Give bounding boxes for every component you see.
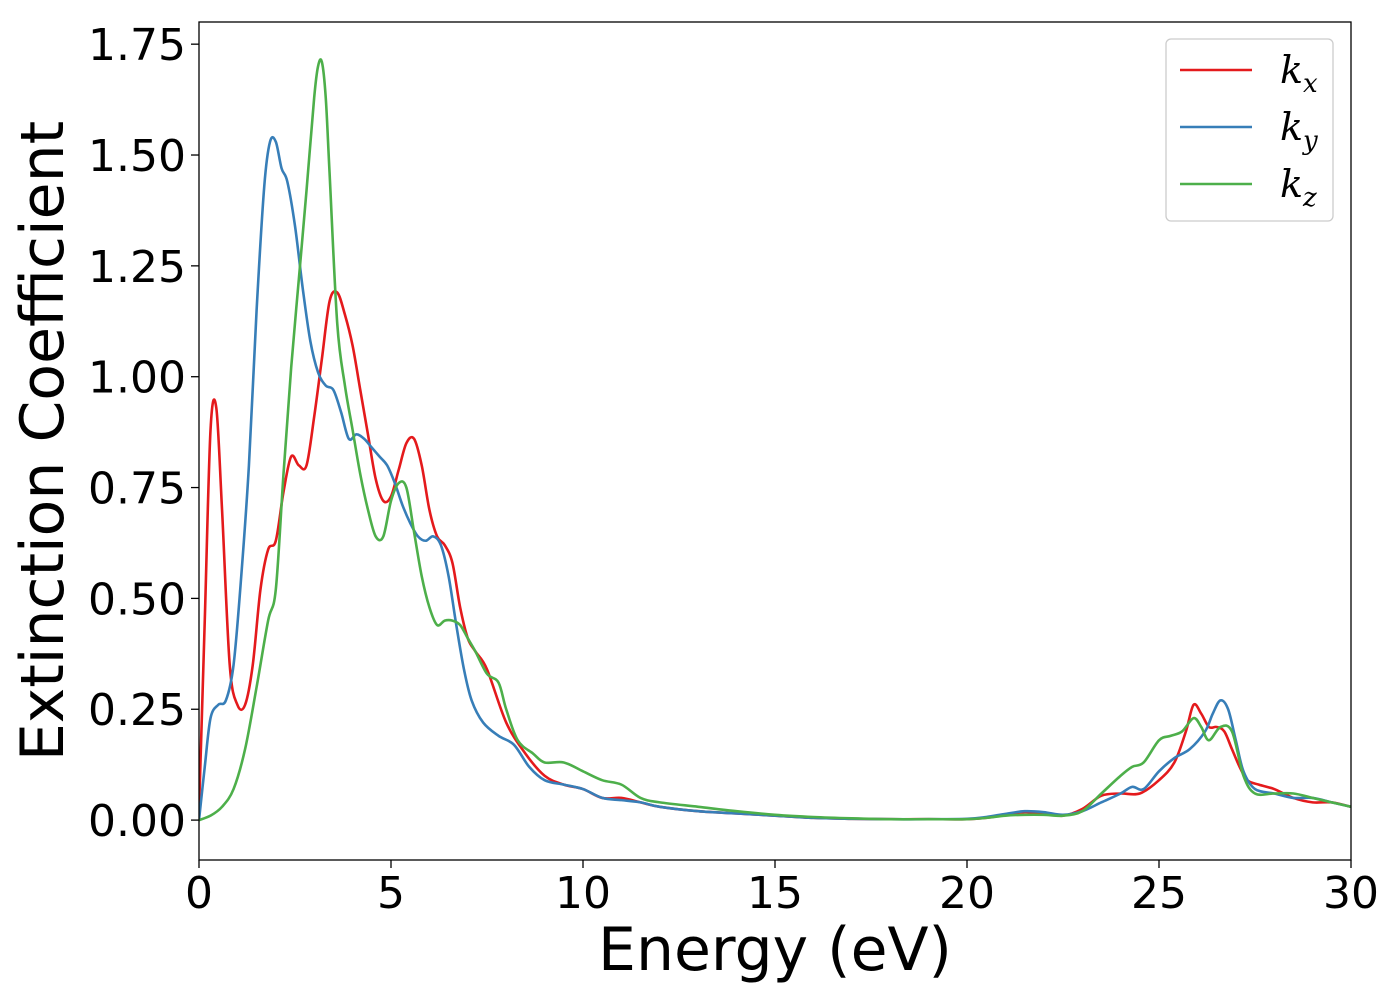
y-axis-label: Extinction Coefficient — [8, 121, 78, 761]
y-tick-label: 0.50 — [88, 574, 186, 625]
y-tick-label: 1.75 — [88, 20, 186, 71]
y-tick-label: 1.50 — [88, 131, 186, 182]
series-layer — [199, 58, 1351, 822]
y-axis-ticks: 0.00 0.25 0.50 0.75 1.00 1.25 1.50 1.75 — [88, 20, 199, 847]
legend-box — [1165, 38, 1334, 222]
x-axis-ticks: 0 5 10 15 20 25 30 — [185, 860, 1379, 919]
x-tick-label: 15 — [747, 868, 803, 919]
y-tick-label: 0.75 — [88, 464, 186, 515]
y-tick-label: 0.00 — [88, 796, 186, 847]
y-tick-label: 0.25 — [88, 685, 186, 736]
x-tick-label: 10 — [555, 868, 611, 919]
y-tick-label: 1.25 — [88, 242, 186, 293]
legend-label-z: kz — [1280, 162, 1317, 213]
series-line-y — [199, 135, 1351, 822]
x-tick-label: 5 — [377, 868, 405, 919]
x-tick-label: 25 — [1131, 868, 1187, 919]
x-tick-label: 30 — [1323, 868, 1379, 919]
x-axis-label: Energy (eV) — [598, 915, 952, 985]
x-tick-label: 20 — [939, 868, 995, 919]
y-tick-label: 1.00 — [88, 353, 186, 404]
legend-label-y: ky — [1280, 105, 1318, 156]
x-tick-label: 0 — [185, 868, 213, 919]
legend: kx ky kz — [1165, 38, 1334, 222]
legend-label-x: kx — [1280, 48, 1318, 99]
series-line-z — [199, 58, 1351, 822]
